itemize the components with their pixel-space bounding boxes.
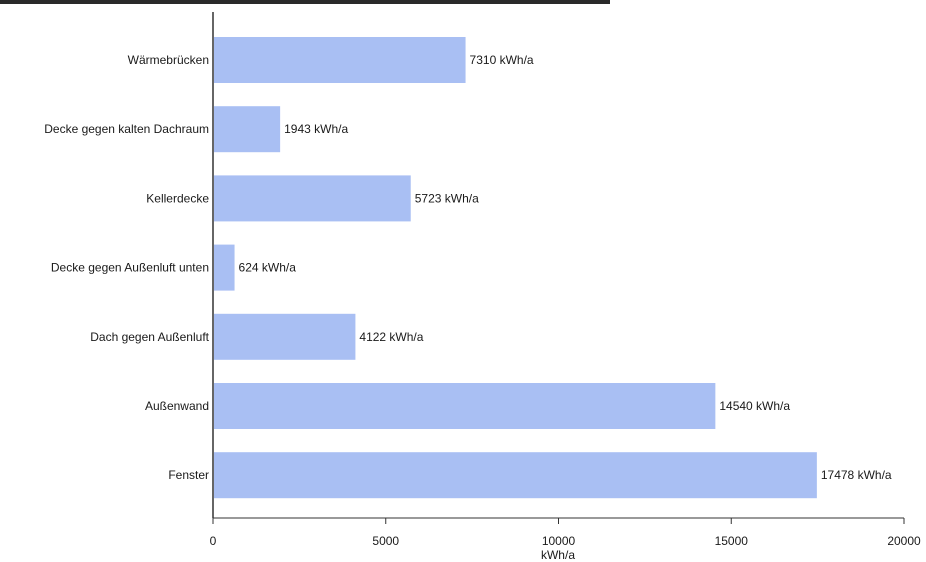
category-label: Kellerdecke <box>146 191 209 205</box>
bar <box>214 244 235 291</box>
category-label: Decke gegen kalten Dachraum <box>44 122 209 136</box>
category-label: Dach gegen Außenluft <box>90 330 209 344</box>
bar <box>214 452 817 499</box>
value-label: 5723 kWh/a <box>415 191 479 205</box>
value-label: 4122 kWh/a <box>359 330 423 344</box>
x-tick-label: 20000 <box>887 534 921 548</box>
bar <box>214 175 411 222</box>
bar <box>214 383 716 429</box>
bar <box>214 37 466 83</box>
bar <box>214 106 281 153</box>
x-tick-label: 5000 <box>372 534 399 548</box>
category-label: Fenster <box>168 468 209 482</box>
value-label: 624 kWh/a <box>239 261 297 275</box>
cropped-title-fragment <box>0 0 610 4</box>
x-tick-label: 15000 <box>715 534 749 548</box>
category-label: Außenwand <box>145 399 209 413</box>
x-tick-label: 10000 <box>542 534 576 548</box>
x-tick-label: 0 <box>210 534 217 548</box>
category-label: Decke gegen Außenluft unten <box>51 261 209 275</box>
bar <box>214 313 356 360</box>
value-label: 14540 kWh/a <box>719 399 790 413</box>
x-axis-title: kWh/a <box>541 548 575 562</box>
value-label: 1943 kWh/a <box>284 122 348 136</box>
value-label: 7310 kWh/a <box>470 53 534 67</box>
value-label: 17478 kWh/a <box>821 468 892 482</box>
category-label: Wärmebrücken <box>128 53 209 67</box>
